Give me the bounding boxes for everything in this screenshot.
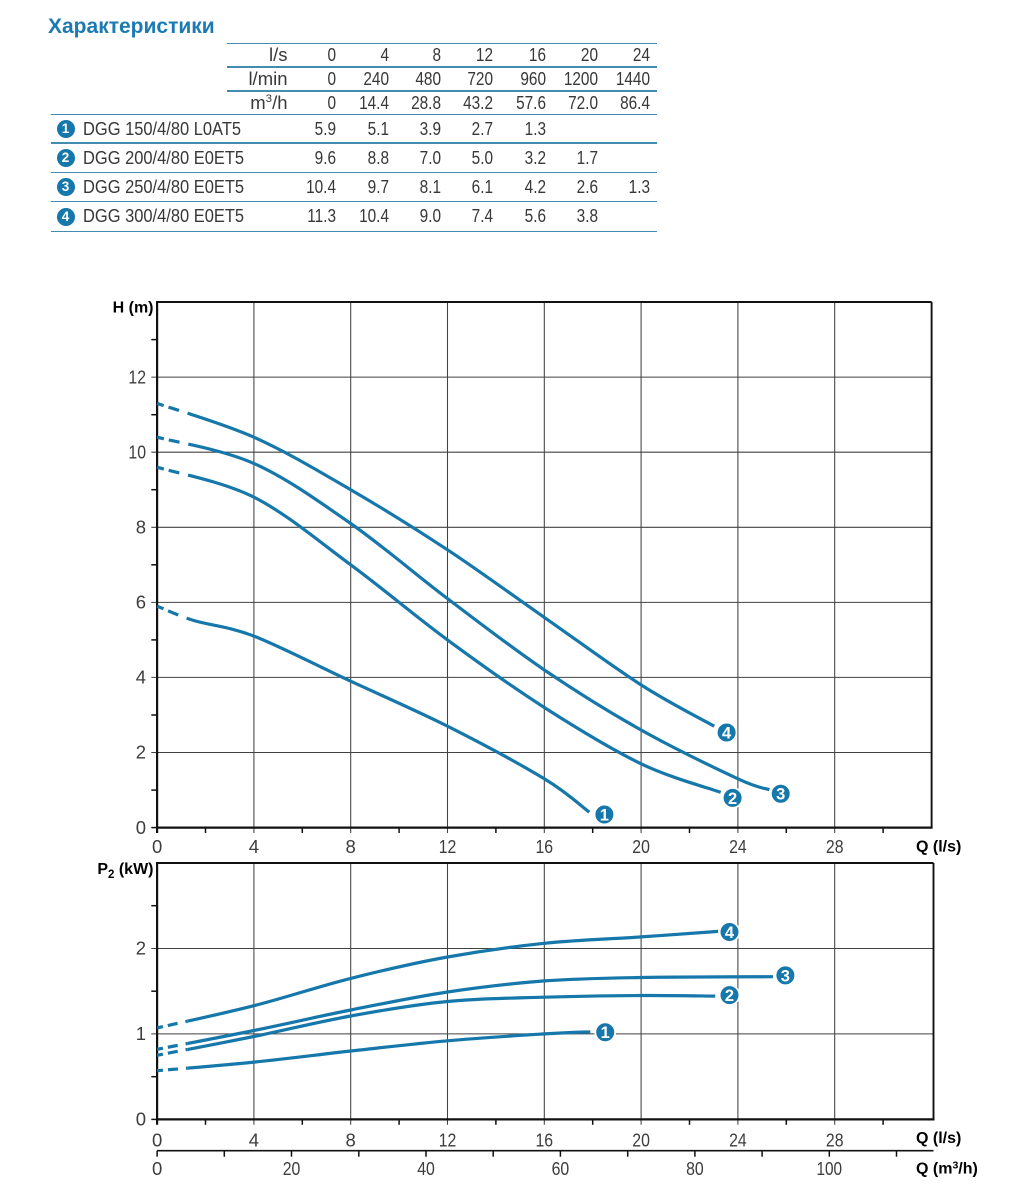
svg-text:20: 20 <box>632 1129 650 1150</box>
svg-text:1: 1 <box>136 1023 146 1044</box>
svg-text:16: 16 <box>536 1129 554 1150</box>
svg-text:24: 24 <box>729 1129 747 1150</box>
svg-text:2: 2 <box>136 938 146 959</box>
svg-text:8: 8 <box>346 1129 356 1150</box>
svg-text:60: 60 <box>552 1158 570 1179</box>
svg-text:0: 0 <box>136 1109 146 1130</box>
svg-text:12: 12 <box>128 366 146 387</box>
svg-text:2: 2 <box>136 742 146 763</box>
svg-text:6: 6 <box>136 592 146 613</box>
svg-text:8: 8 <box>346 836 356 857</box>
svg-text:P2 (kW): P2 (kW) <box>97 861 153 881</box>
svg-text:H (m): H (m) <box>113 300 154 317</box>
svg-text:40: 40 <box>417 1158 435 1179</box>
svg-text:28: 28 <box>826 1129 844 1150</box>
svg-text:12: 12 <box>439 1129 457 1150</box>
svg-text:0: 0 <box>152 1129 162 1150</box>
svg-text:80: 80 <box>686 1158 704 1179</box>
svg-text:12: 12 <box>439 836 457 857</box>
svg-text:2: 2 <box>728 790 737 808</box>
svg-text:0: 0 <box>152 836 162 857</box>
svg-text:16: 16 <box>536 836 554 857</box>
svg-text:Q (l/s): Q (l/s) <box>916 839 961 856</box>
svg-text:24: 24 <box>729 836 747 857</box>
svg-text:20: 20 <box>632 836 650 857</box>
svg-text:Q (l/s): Q (l/s) <box>916 1130 961 1147</box>
svg-text:4: 4 <box>249 1129 259 1150</box>
svg-text:Q (m3/h): Q (m3/h) <box>916 1160 978 1178</box>
svg-text:0: 0 <box>152 1158 162 1179</box>
svg-text:3: 3 <box>781 967 790 985</box>
svg-text:100: 100 <box>817 1158 843 1179</box>
svg-text:1: 1 <box>601 1024 610 1042</box>
svg-text:20: 20 <box>283 1158 301 1179</box>
svg-text:4: 4 <box>136 667 146 688</box>
svg-text:3: 3 <box>776 786 785 804</box>
svg-text:2: 2 <box>725 987 734 1005</box>
svg-text:4: 4 <box>725 924 735 942</box>
svg-text:0: 0 <box>136 817 146 838</box>
svg-text:4: 4 <box>249 836 259 857</box>
svg-text:8: 8 <box>136 517 146 538</box>
svg-text:28: 28 <box>826 836 844 857</box>
svg-text:4: 4 <box>722 724 732 742</box>
svg-text:1: 1 <box>600 806 609 824</box>
svg-text:10: 10 <box>128 441 146 462</box>
